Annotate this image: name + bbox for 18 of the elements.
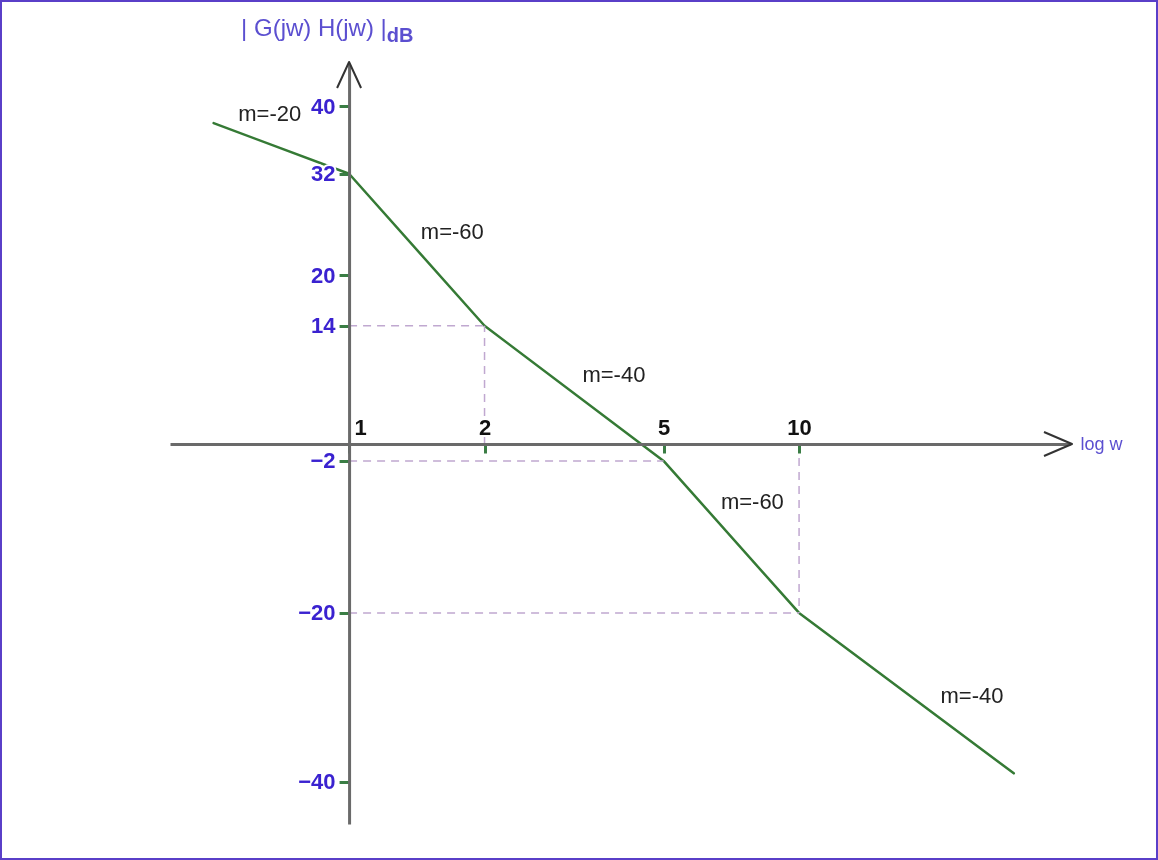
annotation: m=-40: [582, 362, 646, 388]
x-tick-label: 1: [354, 414, 367, 440]
y-tick-label: 20: [311, 262, 336, 288]
x-tick-label: 2: [478, 414, 492, 440]
y-tick-label: 14: [311, 313, 337, 339]
annotation: m=-20: [238, 100, 302, 126]
x-axis-title: log w: [1080, 433, 1124, 454]
y-tick-label: −2: [310, 448, 336, 474]
x-tick-label: 10: [787, 414, 812, 440]
annotation: m=-60: [420, 218, 484, 244]
annotation: m=-60: [720, 489, 784, 514]
annotation: m=-40: [940, 683, 1004, 709]
y-tick-label: 32: [311, 161, 336, 187]
y-tick-label: 40: [311, 93, 336, 119]
x-tick-label: 5: [657, 414, 671, 440]
y-tick-label: −20: [298, 600, 336, 626]
y-tick-label: −40: [298, 769, 336, 795]
y-axis-title: | G(jw) H(jw) |$_{dB}$: [241, 14, 414, 47]
